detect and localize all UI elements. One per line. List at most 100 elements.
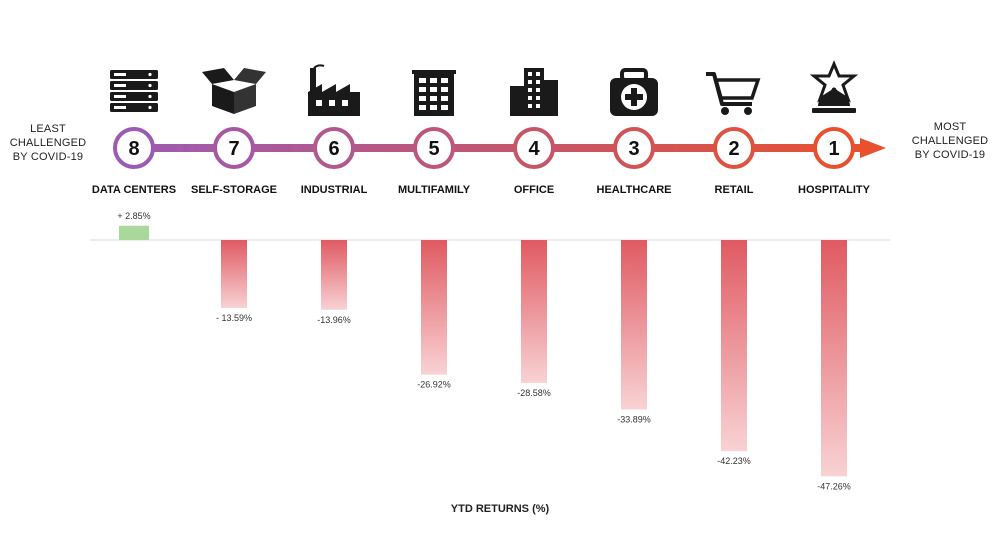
right-label-line-2: CHALLENGED — [911, 135, 989, 147]
tower-window — [536, 104, 540, 108]
icons-layer — [110, 60, 859, 116]
value-label: - 13.59% — [216, 313, 252, 323]
server-led — [148, 105, 152, 110]
bars-layer: DATA CENTERS + 2.85% SELF-STORAGE - 13.59% I… — [90, 184, 890, 491]
bell-dome — [818, 92, 850, 106]
rank-circle — [513, 127, 555, 169]
tower-left — [510, 86, 524, 116]
category-label: RETAIL — [715, 184, 754, 196]
left-label-line-1: LEAST — [30, 123, 66, 135]
open-box-icon — [202, 68, 266, 114]
rank-number: 5 — [428, 138, 439, 160]
value-label: -33.89% — [617, 414, 651, 424]
shopping-cart-icon — [706, 72, 761, 115]
bell-knob — [831, 87, 837, 93]
most-challenged-label: MOST CHALLENGED BY COVID-19 — [905, 120, 995, 162]
box-left-side — [212, 84, 234, 114]
rank-number: 1 — [828, 138, 839, 160]
rank-number: 4 — [528, 138, 540, 160]
factory-chimney — [310, 68, 316, 92]
rank-circle — [213, 127, 255, 169]
rank-number: 8 — [128, 138, 139, 160]
tower-window — [528, 104, 532, 108]
server-led — [148, 83, 152, 88]
bar-negative — [821, 240, 847, 477]
server-led — [148, 72, 152, 77]
apartment-building-icon — [412, 70, 456, 116]
tower-right — [544, 80, 558, 116]
value-label: -28.58% — [517, 388, 551, 398]
rank-circle — [413, 127, 455, 169]
box-flap-right — [234, 68, 266, 84]
bar-negative — [721, 240, 747, 452]
server-unit — [110, 103, 158, 112]
axis-title: YTD RETURNS (%) — [450, 503, 550, 515]
building-window — [430, 78, 437, 83]
rank-number: 7 — [228, 138, 239, 160]
tower-window — [536, 88, 540, 92]
rank-number: 6 — [328, 138, 339, 160]
tower-window — [528, 96, 532, 100]
bar-negative — [421, 240, 447, 375]
tower-window — [528, 72, 532, 76]
box-right-side — [234, 84, 256, 114]
server-slot — [114, 84, 126, 87]
building-window — [441, 78, 448, 83]
building-window — [430, 96, 437, 101]
value-label: -26.92% — [417, 380, 451, 390]
building-window — [441, 96, 448, 101]
server-unit — [110, 92, 158, 101]
rank-circle — [613, 127, 655, 169]
factory-icon — [308, 64, 360, 116]
service-bell-icon — [809, 60, 859, 113]
building-window — [441, 105, 448, 110]
building-window — [419, 96, 426, 101]
tower-window — [536, 72, 540, 76]
arrow-shaft — [115, 144, 862, 152]
tower-window — [528, 80, 532, 84]
server-unit — [110, 81, 158, 90]
factory-window — [329, 100, 335, 106]
server-led — [148, 94, 152, 99]
bar-negative — [321, 240, 347, 310]
rank-number: 2 — [728, 138, 739, 160]
tower-window — [528, 88, 532, 92]
category-label: SELF-STORAGE — [191, 184, 277, 196]
category-label: DATA CENTERS — [92, 184, 176, 196]
server-unit — [110, 70, 158, 79]
cart-wheel — [744, 107, 752, 115]
left-label-line-3: BY COVID-19 — [12, 151, 84, 163]
server-slot — [114, 73, 126, 76]
category-label: MULTIFAMILY — [398, 184, 471, 196]
bar-negative — [621, 240, 647, 410]
category-label: OFFICE — [514, 184, 554, 196]
rank-circle — [313, 127, 355, 169]
least-challenged-label: LEAST CHALLENGED BY COVID-19 — [8, 122, 88, 164]
right-label-line-1: MOST — [933, 121, 967, 133]
value-label: + 2.85% — [117, 211, 150, 221]
tower-window — [536, 96, 540, 100]
rank-number: 3 — [628, 138, 639, 160]
building-window — [430, 105, 437, 110]
value-label: -47.26% — [817, 481, 851, 491]
tower-center — [524, 68, 544, 116]
category-label: HEALTHCARE — [597, 184, 672, 196]
server-slot — [114, 106, 126, 109]
rank-arrow: 8 7 6 5 4 3 2 1 — [113, 127, 886, 169]
box-flap-left — [202, 68, 234, 84]
cart-basket — [713, 78, 761, 100]
building-window — [419, 78, 426, 83]
building-window — [441, 87, 448, 92]
category-label: HOSPITALITY — [798, 184, 871, 196]
medical-kit-icon — [610, 68, 658, 116]
bell-base — [812, 108, 856, 113]
building-roof — [412, 70, 456, 74]
right-label-line-3: BY COVID-19 — [914, 149, 986, 161]
value-label: -42.23% — [717, 456, 751, 466]
factory-window — [316, 100, 322, 106]
office-tower-icon — [510, 68, 558, 116]
server-slot — [114, 95, 126, 98]
value-label: -13.96% — [317, 315, 351, 325]
rank-circle — [713, 127, 755, 169]
